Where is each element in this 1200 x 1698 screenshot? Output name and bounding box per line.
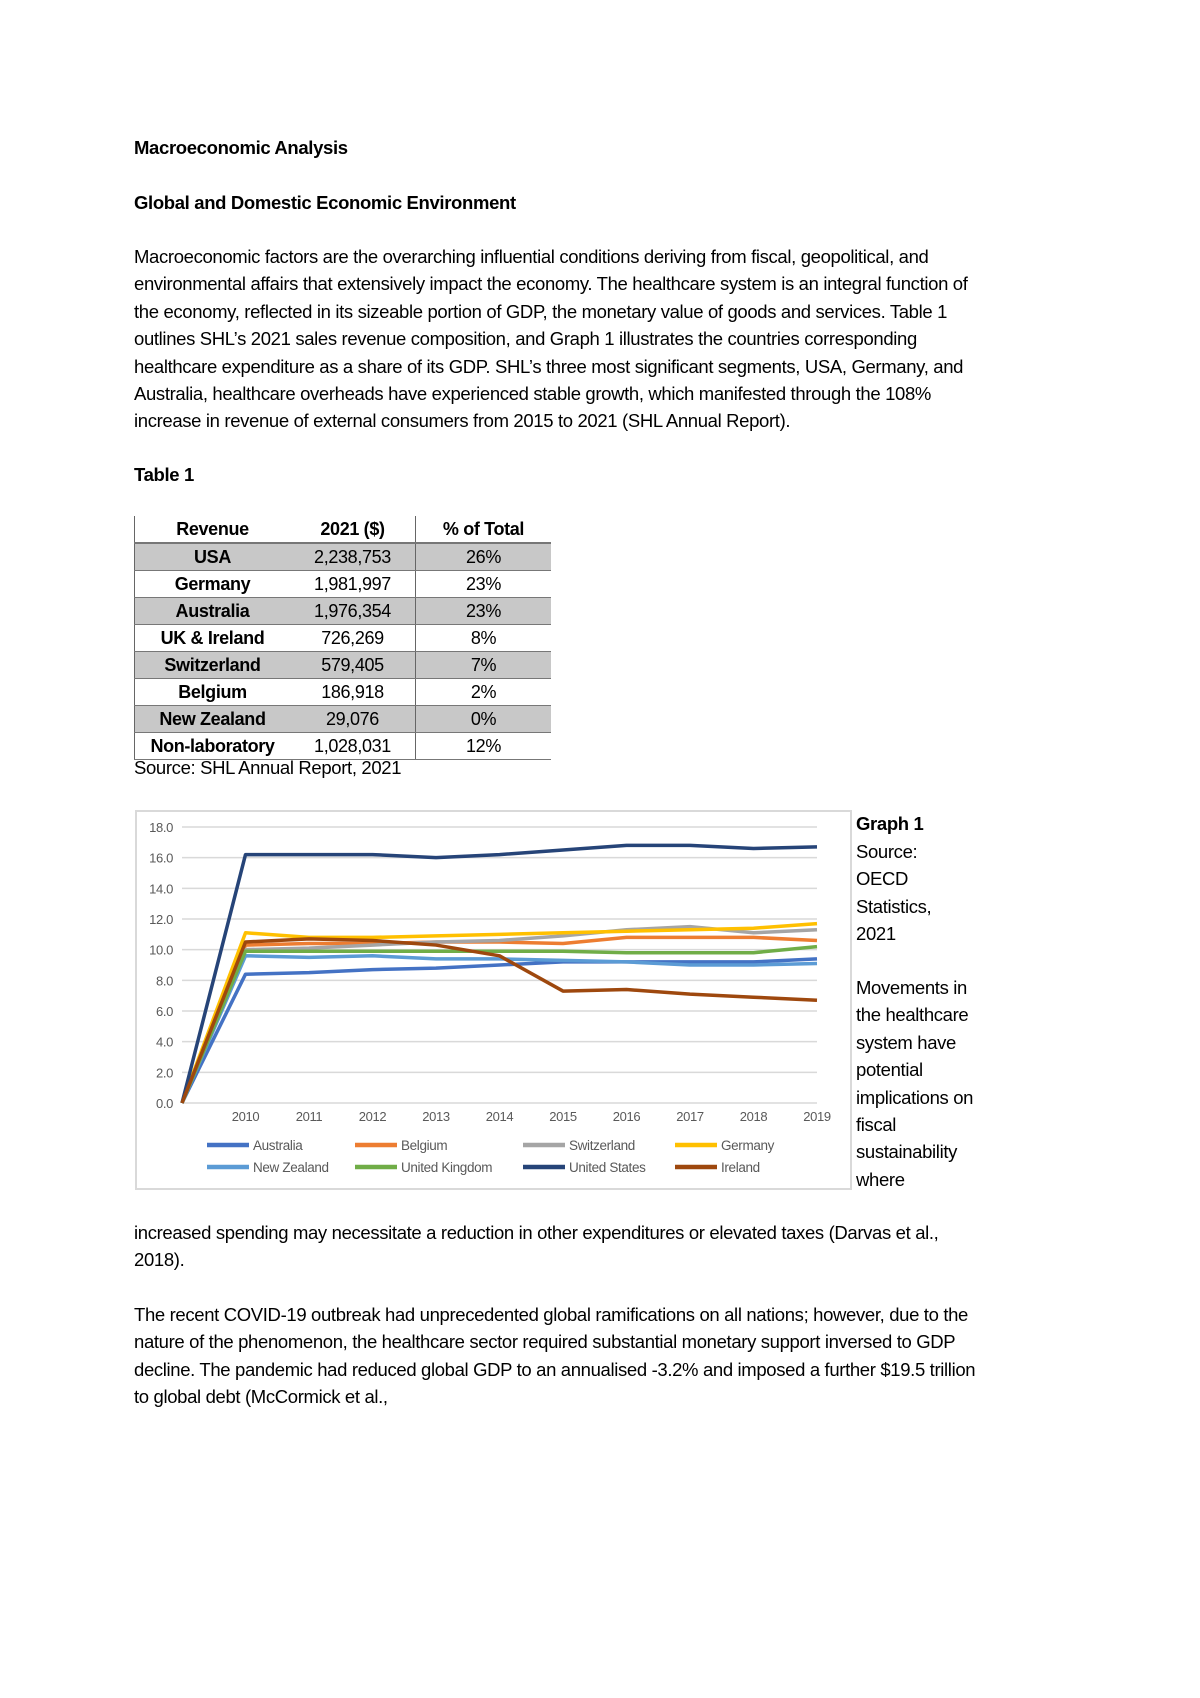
table-cell-percent: 23%	[415, 570, 551, 598]
table-cell-region: Belgium	[134, 678, 290, 706]
series-line-germany	[180, 921, 818, 1104]
graph-1-chart: 0.0 2.0 4.0 6.0 8.0 10.0 12.0 14.0 16.0 18.0 2010 2…	[135, 810, 852, 1190]
x-tick-label: 2013	[422, 1109, 450, 1124]
table-cell-revenue: 29,076	[290, 705, 416, 733]
legend-label: Belgium	[401, 1138, 447, 1153]
y-tick-label: 4.0	[156, 1035, 173, 1050]
y-tick-label: 2.0	[156, 1065, 173, 1080]
table-cell-percent: 0%	[415, 705, 551, 733]
table-row: Australia 1,976,354 23%	[134, 597, 551, 625]
table-cell-percent: 8%	[415, 624, 551, 652]
legend-label: United Kingdom	[401, 1160, 492, 1175]
legend-label: Australia	[253, 1138, 303, 1153]
y-tick-label: 18.0	[149, 820, 173, 835]
y-tick-label: 6.0	[156, 1004, 173, 1019]
paragraph-intro: Macroeconomic factors are the overarchin…	[134, 246, 968, 432]
section-heading: Global and Domestic Economic Environment	[134, 192, 516, 213]
legend-label: Ireland	[721, 1160, 760, 1175]
table-cell-percent: 2%	[415, 678, 551, 706]
table-row: Non-laboratory 1,028,031 12%	[134, 732, 551, 760]
table-cell-region: New Zealand	[134, 705, 290, 733]
table-cell-region: Australia	[134, 597, 290, 625]
table-row: New Zealand 29,076 0%	[134, 705, 551, 733]
series-line-australia	[180, 957, 818, 1104]
table-cell-percent: 7%	[415, 651, 551, 679]
y-tick-label: 14.0	[149, 881, 173, 896]
paragraph-side-text: Movements in the healthcare system have …	[856, 977, 974, 1190]
table-cell-region: USA	[134, 543, 290, 571]
x-tick-label: 2018	[740, 1109, 768, 1124]
table-cell-revenue: 2,238,753	[290, 543, 416, 571]
table-cell-percent: 12%	[415, 732, 551, 760]
graph-label: Graph 1	[856, 813, 924, 834]
series-line-united-kingdom	[180, 944, 818, 1104]
table-row: UK & Ireland 726,269 8%	[134, 624, 551, 652]
x-tick-label: 2011	[296, 1109, 323, 1124]
table-cell-region: Non-laboratory	[134, 732, 290, 760]
legend-label: Germany	[721, 1138, 775, 1153]
x-tick-label: 2016	[613, 1109, 641, 1124]
table-cell-region: Germany	[134, 570, 290, 598]
paragraph-covid: The recent COVID-19 outbreak had unprece…	[134, 1304, 976, 1408]
line-chart-svg: 0.0 2.0 4.0 6.0 8.0 10.0 12.0 14.0 16.0 18.0 2010 2…	[149, 820, 831, 1175]
table-cell-revenue: 186,918	[290, 678, 416, 706]
table-cell-percent: 23%	[415, 597, 551, 625]
legend-label: Switzerland	[569, 1138, 635, 1153]
table-cell-percent: 26%	[415, 543, 551, 571]
table-cell-region: Switzerland	[134, 651, 290, 679]
table-row: USA 2,238,753 26%	[134, 543, 551, 571]
x-tick-label: 2017	[676, 1109, 704, 1124]
table-header: Revenue	[134, 516, 290, 544]
x-tick-label: 2015	[549, 1109, 577, 1124]
series-line-ireland	[180, 937, 818, 1104]
table-row: Switzerland 579,405 7%	[134, 651, 551, 679]
table-label: Table 1	[134, 464, 194, 485]
x-tick-label: 2019	[803, 1109, 831, 1124]
x-tick-label: 2010	[232, 1109, 260, 1124]
table-cell-revenue: 1,981,997	[290, 570, 416, 598]
table-header: 2021 ($)	[290, 516, 416, 544]
revenue-table: Revenue 2021 ($) % of Total USA 2,238,753…	[134, 516, 551, 760]
table-cell-revenue: 1,028,031	[290, 732, 416, 760]
legend-label: New Zealand	[253, 1160, 329, 1175]
y-tick-label: 10.0	[149, 943, 173, 958]
y-tick-label: 16.0	[149, 851, 173, 866]
table-header: % of Total	[415, 516, 551, 544]
table-cell-revenue: 726,269	[290, 624, 416, 652]
table-cell-revenue: 579,405	[290, 651, 416, 679]
x-tick-label: 2012	[359, 1109, 387, 1124]
legend-label: United States	[569, 1160, 646, 1175]
y-tick-label: 8.0	[156, 973, 173, 988]
table-source: Source: SHL Annual Report, 2021	[134, 757, 402, 778]
table-row: Belgium 186,918 2%	[134, 678, 551, 706]
table-row: Germany 1,981,997 23%	[134, 570, 551, 598]
table-cell-revenue: 1,976,354	[290, 597, 416, 625]
table-cell-region: UK & Ireland	[134, 624, 290, 652]
y-tick-label: 12.0	[149, 912, 173, 927]
series-line-new-zealand	[180, 954, 818, 1104]
document-title: Macroeconomic Analysis	[134, 137, 348, 158]
x-tick-label: 2014	[486, 1109, 514, 1124]
graph-source: Source: OECD Statistics, 2021	[856, 841, 932, 945]
y-tick-label: 0.0	[156, 1096, 173, 1111]
paragraph-continued: increased spending may necessitate a red…	[134, 1222, 939, 1271]
series-line-united-states	[180, 843, 818, 1104]
